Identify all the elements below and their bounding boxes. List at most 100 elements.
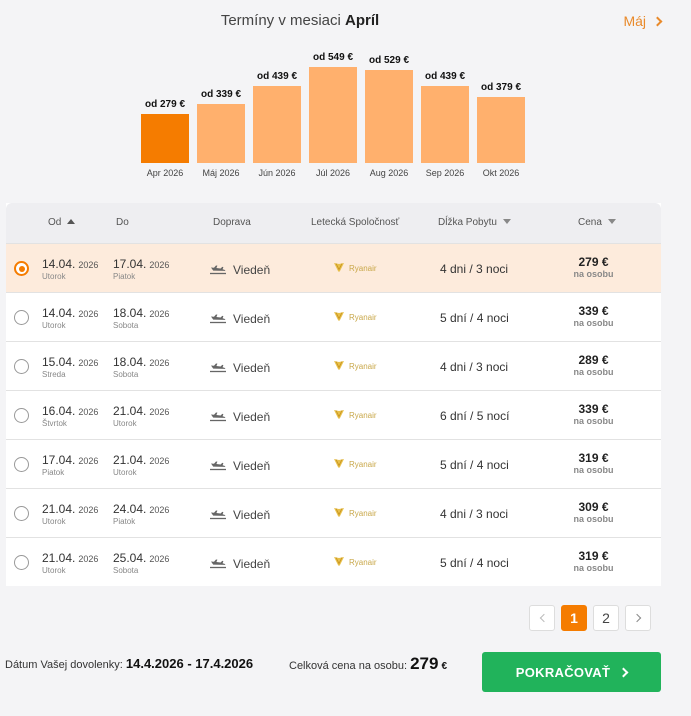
chevron-right-icon — [618, 667, 629, 677]
from-date: 16.04. 2026 Štvrtok — [42, 404, 99, 428]
table-row[interactable]: 21.04. 2026 Utorok 25.04. 2026 Sobota Viedeň Ry… — [6, 537, 661, 586]
table-row[interactable]: 15.04. 2026 Streda 18.04. 2026 Sobota Viedeň Ry… — [6, 341, 661, 390]
row-radio[interactable] — [14, 408, 29, 423]
transport: Viedeň — [209, 359, 270, 376]
to-date: 24.04. 2026 Piatok — [113, 502, 170, 526]
chart-category-label: Okt 2026 — [482, 168, 520, 178]
stay-length: 4 dni / 3 noci — [440, 262, 509, 276]
airline: Ryanair — [333, 555, 377, 569]
transport: Viedeň — [209, 457, 270, 474]
chart-category-label: Júl 2026 — [315, 168, 351, 178]
month-header: Termíny v mesiaci Apríl Máj — [0, 12, 691, 36]
plane-icon — [209, 310, 227, 327]
sort-icon — [502, 219, 511, 224]
chart-bar[interactable] — [309, 67, 357, 163]
continue-button[interactable]: POKRAČOVAŤ — [482, 652, 661, 692]
month-title: Termíny v mesiaci Apríl — [220, 12, 380, 29]
col-length[interactable]: Dĺžka Pobytu — [438, 217, 511, 228]
table-row[interactable]: 17.04. 2026 Piatok 21.04. 2026 Utorok Viedeň Ry… — [6, 439, 661, 488]
row-radio[interactable] — [14, 261, 29, 276]
chart-category-label: Apr 2026 — [146, 168, 184, 178]
row-radio[interactable] — [14, 555, 29, 570]
airline: Ryanair — [333, 261, 377, 275]
row-radio[interactable] — [14, 506, 29, 521]
chart-value-label: od 439 € — [424, 71, 466, 82]
from-date: 14.04. 2026 Utorok — [42, 306, 99, 330]
row-price: 319 € na osobu — [573, 451, 614, 475]
table-body: 14.04. 2026 Utorok 17.04. 2026 Piatok Viedeň Ry… — [6, 243, 661, 586]
plane-icon — [209, 359, 227, 376]
to-date: 25.04. 2026 Sobota — [113, 551, 170, 575]
stay-length: 5 dní / 4 noci — [440, 311, 509, 325]
transport: Viedeň — [209, 555, 270, 572]
ryanair-logo-icon — [333, 555, 345, 569]
airline: Ryanair — [333, 408, 377, 422]
page-1-button[interactable]: 1 — [561, 605, 587, 631]
row-radio[interactable] — [14, 457, 29, 472]
transport: Viedeň — [209, 408, 270, 425]
row-radio[interactable] — [14, 359, 29, 374]
chart-value-label: od 339 € — [200, 89, 242, 100]
table-row[interactable]: 14.04. 2026 Utorok 18.04. 2026 Sobota Viedeň Ry… — [6, 292, 661, 341]
ryanair-logo-icon — [333, 310, 345, 324]
row-price: 289 € na osobu — [573, 353, 614, 377]
sort-icon — [607, 219, 616, 224]
chart-bar[interactable] — [477, 97, 525, 163]
airline: Ryanair — [333, 506, 377, 520]
row-price: 279 € na osobu — [573, 255, 614, 279]
plane-icon — [209, 261, 227, 278]
from-date: 21.04. 2026 Utorok — [42, 502, 99, 526]
col-price[interactable]: Cena — [578, 217, 616, 228]
to-date: 18.04. 2026 Sobota — [113, 306, 170, 330]
ryanair-logo-icon — [333, 506, 345, 520]
page-2-button[interactable]: 2 — [593, 605, 619, 631]
chart-category-label: Máj 2026 — [202, 168, 240, 178]
table-row[interactable]: 21.04. 2026 Utorok 24.04. 2026 Piatok Viedeň Ry… — [6, 488, 661, 537]
stay-length: 5 dní / 4 noci — [440, 458, 509, 472]
sort-asc-icon — [67, 219, 76, 224]
chart-bar[interactable] — [421, 86, 469, 163]
airline: Ryanair — [333, 457, 377, 471]
chart-bar[interactable] — [141, 114, 189, 163]
chart-value-label: od 439 € — [256, 71, 298, 82]
to-date: 17.04. 2026 Piatok — [113, 257, 170, 281]
chevron-left-icon — [539, 613, 548, 623]
chart-bar[interactable] — [365, 70, 413, 163]
plane-icon — [209, 506, 227, 523]
to-date: 21.04. 2026 Utorok — [113, 453, 170, 477]
transport: Viedeň — [209, 261, 270, 278]
holiday-dates: Dátum Vašej dovolenky: 14.4.2026 - 17.4.… — [5, 656, 254, 671]
chart-category-label: Jún 2026 — [258, 168, 296, 178]
table-row[interactable]: 14.04. 2026 Utorok 17.04. 2026 Piatok Viedeň Ry… — [6, 243, 661, 292]
chart-value-label: od 529 € — [368, 55, 410, 66]
from-date: 17.04. 2026 Piatok — [42, 453, 99, 477]
stay-length: 5 dní / 4 noci — [440, 556, 509, 570]
chart-category-label: Sep 2026 — [425, 168, 465, 178]
pagination: 1 2 — [529, 605, 651, 631]
row-price: 339 € na osobu — [573, 304, 614, 328]
row-price: 309 € na osobu — [573, 500, 614, 524]
row-price: 319 € na osobu — [573, 549, 614, 573]
plane-icon — [209, 555, 227, 572]
stay-length: 4 dni / 3 noci — [440, 507, 509, 521]
ryanair-logo-icon — [333, 457, 345, 471]
chevron-right-icon — [632, 613, 641, 623]
chart-bar[interactable] — [253, 86, 301, 163]
from-date: 15.04. 2026 Streda — [42, 355, 99, 379]
ryanair-logo-icon — [333, 408, 345, 422]
plane-icon — [209, 408, 227, 425]
row-radio[interactable] — [14, 310, 29, 325]
table-header: Od Do Doprava Letecká Spoločnosť Dĺžka P… — [6, 203, 661, 243]
table-row[interactable]: 16.04. 2026 Štvrtok 21.04. 2026 Utorok Viedeň R… — [6, 390, 661, 439]
monthly-price-chart: od 279 € Apr 2026 od 339 € Máj 2026 od 439 €… — [0, 40, 691, 190]
current-month: Apríl — [345, 12, 380, 29]
summary-bar: Dátum Vašej dovolenky: 14.4.2026 - 17.4.… — [5, 652, 685, 694]
next-month-link[interactable]: Máj — [623, 13, 663, 29]
next-page-button[interactable] — [625, 605, 651, 631]
to-date: 21.04. 2026 Utorok — [113, 404, 170, 428]
chevron-right-icon — [652, 16, 663, 26]
chart-value-label: od 279 € — [144, 99, 186, 110]
prev-page-button[interactable] — [529, 605, 555, 631]
col-from[interactable]: Od — [48, 217, 76, 228]
chart-bar[interactable] — [197, 104, 245, 163]
